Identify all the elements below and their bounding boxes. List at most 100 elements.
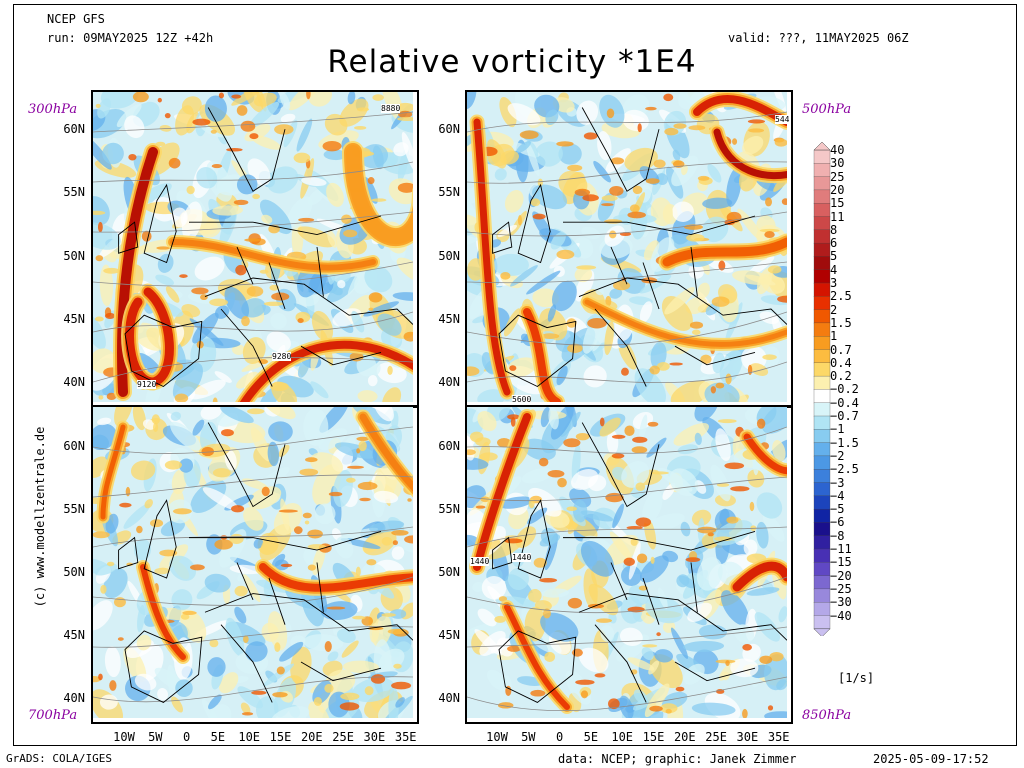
colorbar-swatch	[813, 269, 831, 284]
lon-label: 35E	[394, 730, 417, 744]
lat-label: 40N	[438, 375, 460, 389]
colorbar-label: −40	[830, 608, 852, 623]
colorbar-swatch	[813, 495, 831, 510]
colorbar-label: −2.5	[830, 462, 859, 477]
colorbar-swatch	[813, 216, 831, 231]
colorbar-swatch	[813, 362, 831, 377]
map-panel-850hpa	[465, 405, 793, 724]
colorbar-swatch	[813, 322, 831, 337]
lat-label: 45N	[438, 628, 460, 642]
colorbar-label: −4	[830, 488, 845, 503]
colorbar-swatch	[813, 242, 831, 258]
colorbar-unit: [1/s]	[838, 671, 875, 685]
colorbar-label: 8	[830, 222, 838, 237]
colorbar-label: −0.7	[830, 409, 859, 423]
lon-label: 15E	[642, 730, 665, 744]
lat-label: 40N	[63, 691, 85, 705]
colorbar-label: 1.5	[830, 315, 852, 330]
lon-label: 10W	[113, 730, 135, 744]
colorbar-swatch	[813, 602, 831, 617]
lon-label: 0	[555, 730, 564, 744]
footer-timestamp: 2025-05-09-17:52	[873, 752, 989, 766]
lon-label: 25E	[705, 730, 727, 744]
colorbar-swatch	[813, 389, 831, 404]
colorbar-label: −30	[830, 595, 852, 610]
colorbar-swatch	[813, 296, 831, 311]
contour-label: 1440	[470, 557, 490, 566]
colorbar-swatch	[813, 535, 831, 550]
colorbar-label: 11	[830, 209, 845, 224]
footer-grads: GrADS: COLA/IGES	[6, 752, 112, 765]
lon-label: 25E	[332, 730, 354, 744]
level-label-850: 850hPa	[802, 708, 852, 723]
colorbar-swatch	[813, 309, 831, 324]
lat-label: 45N	[63, 628, 85, 642]
colorbar-label: 40	[830, 143, 845, 157]
colorbar-label: −5	[830, 502, 845, 517]
lat-label: 45N	[63, 312, 85, 326]
lon-label: 20E	[673, 730, 696, 744]
lon-label: 35E	[767, 730, 790, 744]
lat-label: 55N	[63, 502, 85, 516]
colorbar-swatch	[813, 548, 831, 563]
map-panel-500hpa	[465, 90, 793, 408]
lat-label: 45N	[438, 312, 460, 326]
colorbar-label: 1	[830, 329, 838, 344]
lat-label: 55N	[438, 502, 460, 516]
colorbar-swatch	[813, 575, 831, 590]
valid-label: valid: ???, 11MAY2025 06Z	[728, 31, 909, 45]
level-label-700: 700hPa	[28, 708, 78, 723]
lat-label: 55N	[438, 185, 460, 199]
colorbar-label: −2	[830, 448, 845, 463]
contour-label: 9280	[272, 352, 292, 361]
colorbar-label: −3	[830, 475, 845, 490]
colorbar-swatch	[813, 402, 831, 417]
colorbar-swatch	[813, 349, 831, 364]
level-label-500: 500hPa	[802, 102, 852, 117]
lon-label: 0	[182, 730, 191, 744]
colorbar-label: 0.4	[830, 355, 852, 370]
colorbar-label: −1	[830, 422, 845, 437]
contour-label: 5600	[512, 395, 532, 404]
colorbar-label: −8	[830, 528, 845, 543]
colorbar-swatch	[813, 203, 831, 218]
colorbar-swatch	[813, 163, 831, 178]
colorbar-min-arrow	[813, 628, 831, 636]
level-label-300: 300hPa	[28, 102, 78, 117]
colorbar-swatch	[813, 455, 831, 470]
colorbar-label: −1.5	[830, 435, 859, 450]
colorbar-swatch	[813, 442, 831, 457]
lat-label: 60N	[438, 122, 460, 136]
colorbar-label: −6	[830, 515, 845, 530]
map-panel-300hpa	[91, 90, 419, 408]
lon-label: 5E	[210, 730, 226, 744]
colorbar-swatch	[813, 229, 831, 244]
colorbar-swatch	[813, 415, 831, 430]
lon-label: 5W	[148, 730, 163, 744]
colorbar-swatch	[813, 149, 831, 164]
colorbar-swatch	[813, 508, 831, 524]
lon-label: 30E	[363, 730, 386, 744]
colorbar-label: −0.4	[830, 395, 859, 410]
colorbar-label: −0.2	[830, 382, 859, 397]
map-panel-700hpa	[91, 405, 419, 724]
lat-label: 50N	[63, 565, 85, 579]
colorbar	[813, 142, 831, 636]
colorbar-label: 0.2	[830, 369, 852, 384]
contour-label: 544	[775, 115, 790, 124]
lat-label: 40N	[63, 375, 85, 389]
colorbar-swatch	[813, 429, 831, 444]
lon-label: 10E	[238, 730, 261, 744]
colorbar-label: 4	[830, 262, 838, 277]
colorbar-label: 15	[830, 196, 845, 211]
lon-label: 5W	[521, 730, 536, 744]
colorbar-swatch	[813, 176, 831, 191]
colorbar-label: −25	[830, 581, 852, 596]
colorbar-label: 3	[830, 276, 838, 290]
chart-title: Relative vorticity *1E4	[327, 44, 697, 80]
colorbar-label: 2	[830, 302, 838, 317]
lon-label: 10W	[486, 730, 508, 744]
lat-label: 60N	[63, 439, 85, 453]
colorbar-label: 2.5	[830, 289, 852, 304]
colorbar-swatch	[813, 522, 831, 537]
